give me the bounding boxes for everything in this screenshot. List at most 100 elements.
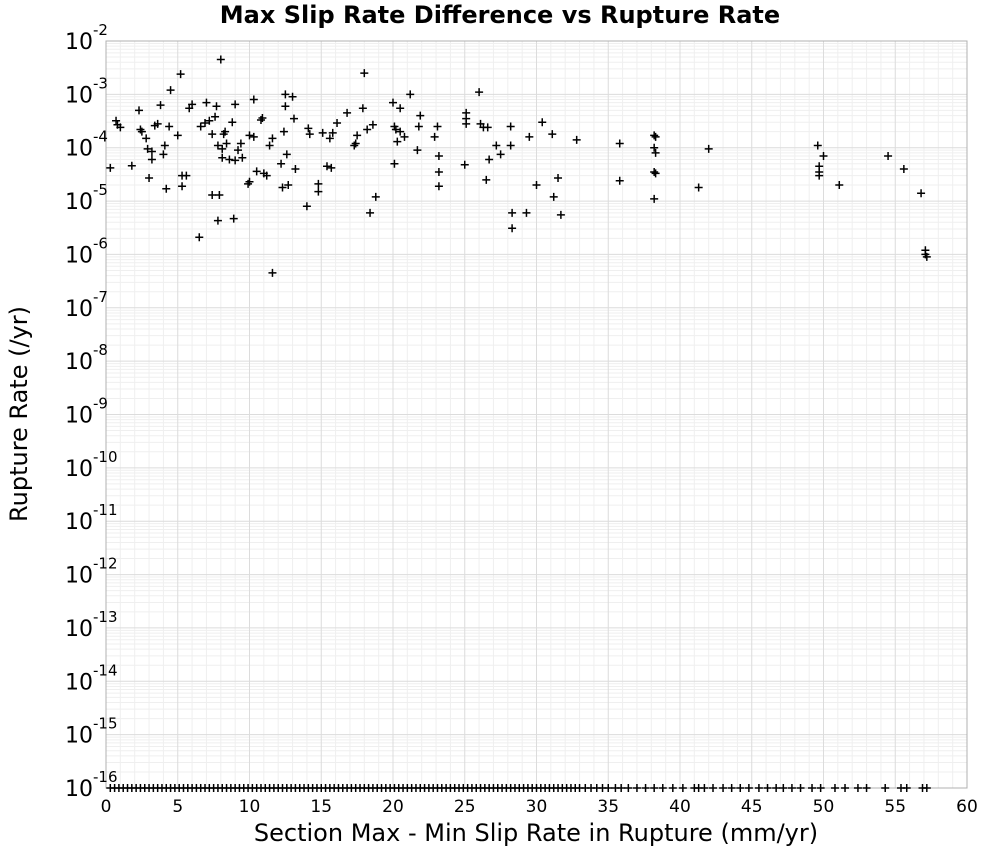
y-tick-exponent: -16	[93, 768, 118, 786]
data-point	[143, 144, 152, 153]
y-tick-exponent: -9	[93, 395, 108, 413]
y-tick-label: 10	[65, 404, 93, 429]
data-point	[162, 184, 171, 193]
data-point	[252, 167, 261, 176]
data-point	[460, 160, 469, 169]
data-point	[525, 132, 534, 141]
data-point	[881, 784, 890, 792]
data-point	[262, 171, 271, 180]
data-point	[658, 784, 667, 792]
data-point	[414, 122, 423, 131]
data-point	[137, 127, 146, 136]
y-tick-exponent: -7	[93, 288, 108, 306]
x-axis-label: Section Max - Min Slip Rate in Rupture (…	[254, 819, 818, 847]
x-tick-label: 30	[526, 797, 548, 817]
data-point	[236, 139, 245, 148]
data-point	[368, 120, 377, 129]
data-point	[416, 111, 425, 120]
data-point	[482, 175, 491, 184]
data-point	[218, 153, 227, 162]
data-point	[922, 784, 931, 792]
data-point	[650, 194, 659, 203]
data-point	[841, 784, 850, 792]
data-point	[215, 190, 224, 199]
data-point	[284, 181, 293, 190]
data-point	[744, 784, 753, 792]
data-point	[288, 92, 297, 101]
y-tick-exponent: -15	[93, 715, 118, 733]
data-point	[213, 141, 222, 150]
data-point	[173, 131, 182, 140]
data-point	[779, 784, 788, 792]
data-point	[205, 116, 214, 125]
data-point	[302, 202, 311, 211]
data-point	[532, 181, 541, 190]
data-point	[400, 132, 409, 141]
data-point	[393, 137, 402, 146]
x-tick-label: 45	[741, 797, 763, 817]
data-point	[508, 224, 517, 233]
data-point	[736, 784, 745, 792]
data-point	[231, 100, 240, 109]
data-point	[358, 104, 367, 113]
data-point	[413, 146, 422, 155]
data-point	[572, 135, 581, 144]
data-point	[249, 132, 258, 141]
data-point	[218, 144, 227, 153]
data-point	[360, 69, 369, 78]
data-point	[277, 159, 286, 168]
data-point	[787, 784, 796, 792]
x-tick-label: 50	[813, 797, 835, 817]
data-point	[281, 102, 290, 111]
data-point	[556, 210, 565, 219]
data-point	[265, 141, 274, 150]
data-point	[291, 164, 300, 173]
data-point	[884, 151, 893, 160]
data-point	[406, 90, 415, 99]
data-point	[245, 131, 254, 140]
data-point	[258, 114, 267, 123]
x-tick-label: 20	[382, 797, 404, 817]
y-tick-exponent: -4	[93, 128, 108, 146]
y-tick-exponent: -13	[93, 608, 118, 626]
y-tick-label: 10	[65, 30, 93, 55]
y-tick-label: 10	[65, 350, 93, 375]
y-tick-exponent: -14	[93, 661, 118, 679]
data-point	[249, 95, 258, 104]
data-point	[853, 784, 862, 792]
data-point	[268, 134, 277, 143]
data-point	[196, 122, 205, 131]
data-point	[225, 155, 234, 164]
data-point	[389, 98, 397, 107]
chart-title: Max Slip Rate Difference vs Rupture Rate	[220, 1, 780, 29]
y-tick-exponent: -3	[93, 74, 108, 92]
data-point	[615, 139, 624, 148]
data-point	[182, 171, 191, 180]
data-point	[813, 141, 822, 150]
y-tick-label: 10	[65, 777, 93, 802]
y-tick-label: 10	[65, 83, 93, 108]
y-tick-label: 10	[65, 190, 93, 215]
data-point	[208, 130, 217, 139]
data-point	[704, 144, 713, 153]
data-point	[112, 116, 121, 125]
data-point	[538, 118, 547, 127]
data-point	[325, 134, 334, 143]
y-tick-exponent: -12	[93, 555, 118, 573]
grid	[105, 40, 968, 789]
data-point	[650, 168, 659, 177]
data-point	[281, 90, 290, 99]
data-point	[396, 104, 405, 113]
data-point	[153, 119, 162, 128]
data-point	[127, 161, 136, 170]
data-point	[160, 141, 169, 150]
data-point	[390, 159, 399, 168]
y-axis-label: Rupture Rate (/yr)	[5, 306, 33, 522]
data-point	[212, 102, 221, 111]
data-point	[178, 182, 187, 191]
data-point	[796, 784, 805, 792]
data-point	[278, 183, 287, 192]
data-point	[434, 168, 443, 177]
x-tick-label: 25	[454, 797, 476, 817]
data-point	[549, 192, 558, 201]
